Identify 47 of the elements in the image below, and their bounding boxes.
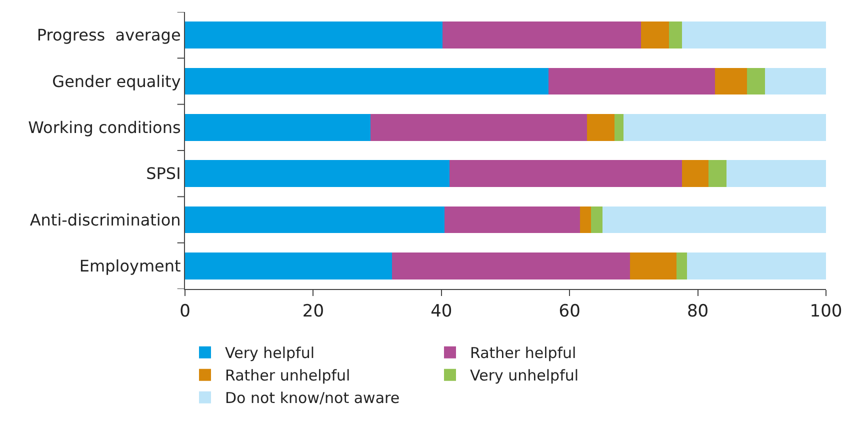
- x-tick-label: 20: [302, 301, 324, 322]
- bar: [185, 68, 548, 95]
- bar: [185, 160, 450, 187]
- y-tick-label: Progress average: [36, 26, 181, 45]
- legend-label: Rather unhelpful: [225, 366, 350, 385]
- bar: [185, 114, 370, 141]
- bar: [590, 206, 602, 234]
- x-tick-label: 80: [686, 301, 709, 322]
- bar: [726, 160, 826, 187]
- bar: [765, 68, 826, 95]
- bar: [185, 252, 392, 280]
- y-tick-label: Working conditions: [28, 118, 181, 138]
- bar: [686, 252, 826, 280]
- y-tick-label: Anti-discrimination: [30, 210, 181, 230]
- bar: [450, 160, 682, 187]
- x-tick-label: 0: [180, 301, 190, 322]
- legend-label: Rather helpful: [470, 344, 576, 362]
- y-tick-label: Gender equality: [52, 72, 181, 91]
- bar: [185, 22, 443, 48]
- x-tick-label: 60: [558, 301, 580, 322]
- bar: [715, 68, 748, 95]
- legend-label: Very unhelpful: [470, 366, 579, 385]
- bar: [586, 114, 614, 141]
- legend-label: Very helpful: [225, 344, 315, 362]
- y-tick-label: SPSI: [146, 164, 181, 184]
- bar: [185, 206, 445, 234]
- bar: [747, 68, 766, 95]
- bar: [640, 22, 669, 48]
- x-tick-label: 40: [430, 301, 452, 322]
- bar: [444, 206, 580, 234]
- bar: [682, 160, 709, 187]
- bar: [676, 252, 687, 280]
- bar: [442, 22, 641, 48]
- bar: [548, 68, 716, 95]
- bar: [602, 206, 826, 234]
- x-tick-label: 100: [810, 301, 842, 322]
- bar: [708, 160, 727, 187]
- bar: [668, 22, 682, 48]
- bar: [392, 252, 630, 280]
- bar: [580, 206, 591, 234]
- bar: [614, 114, 624, 141]
- bar: [623, 114, 826, 141]
- bar: [630, 252, 677, 280]
- bar: [682, 22, 826, 48]
- legend-label: Do not know/not aware: [225, 389, 400, 408]
- y-tick-label: Employment: [79, 256, 181, 276]
- bar: [370, 114, 587, 141]
